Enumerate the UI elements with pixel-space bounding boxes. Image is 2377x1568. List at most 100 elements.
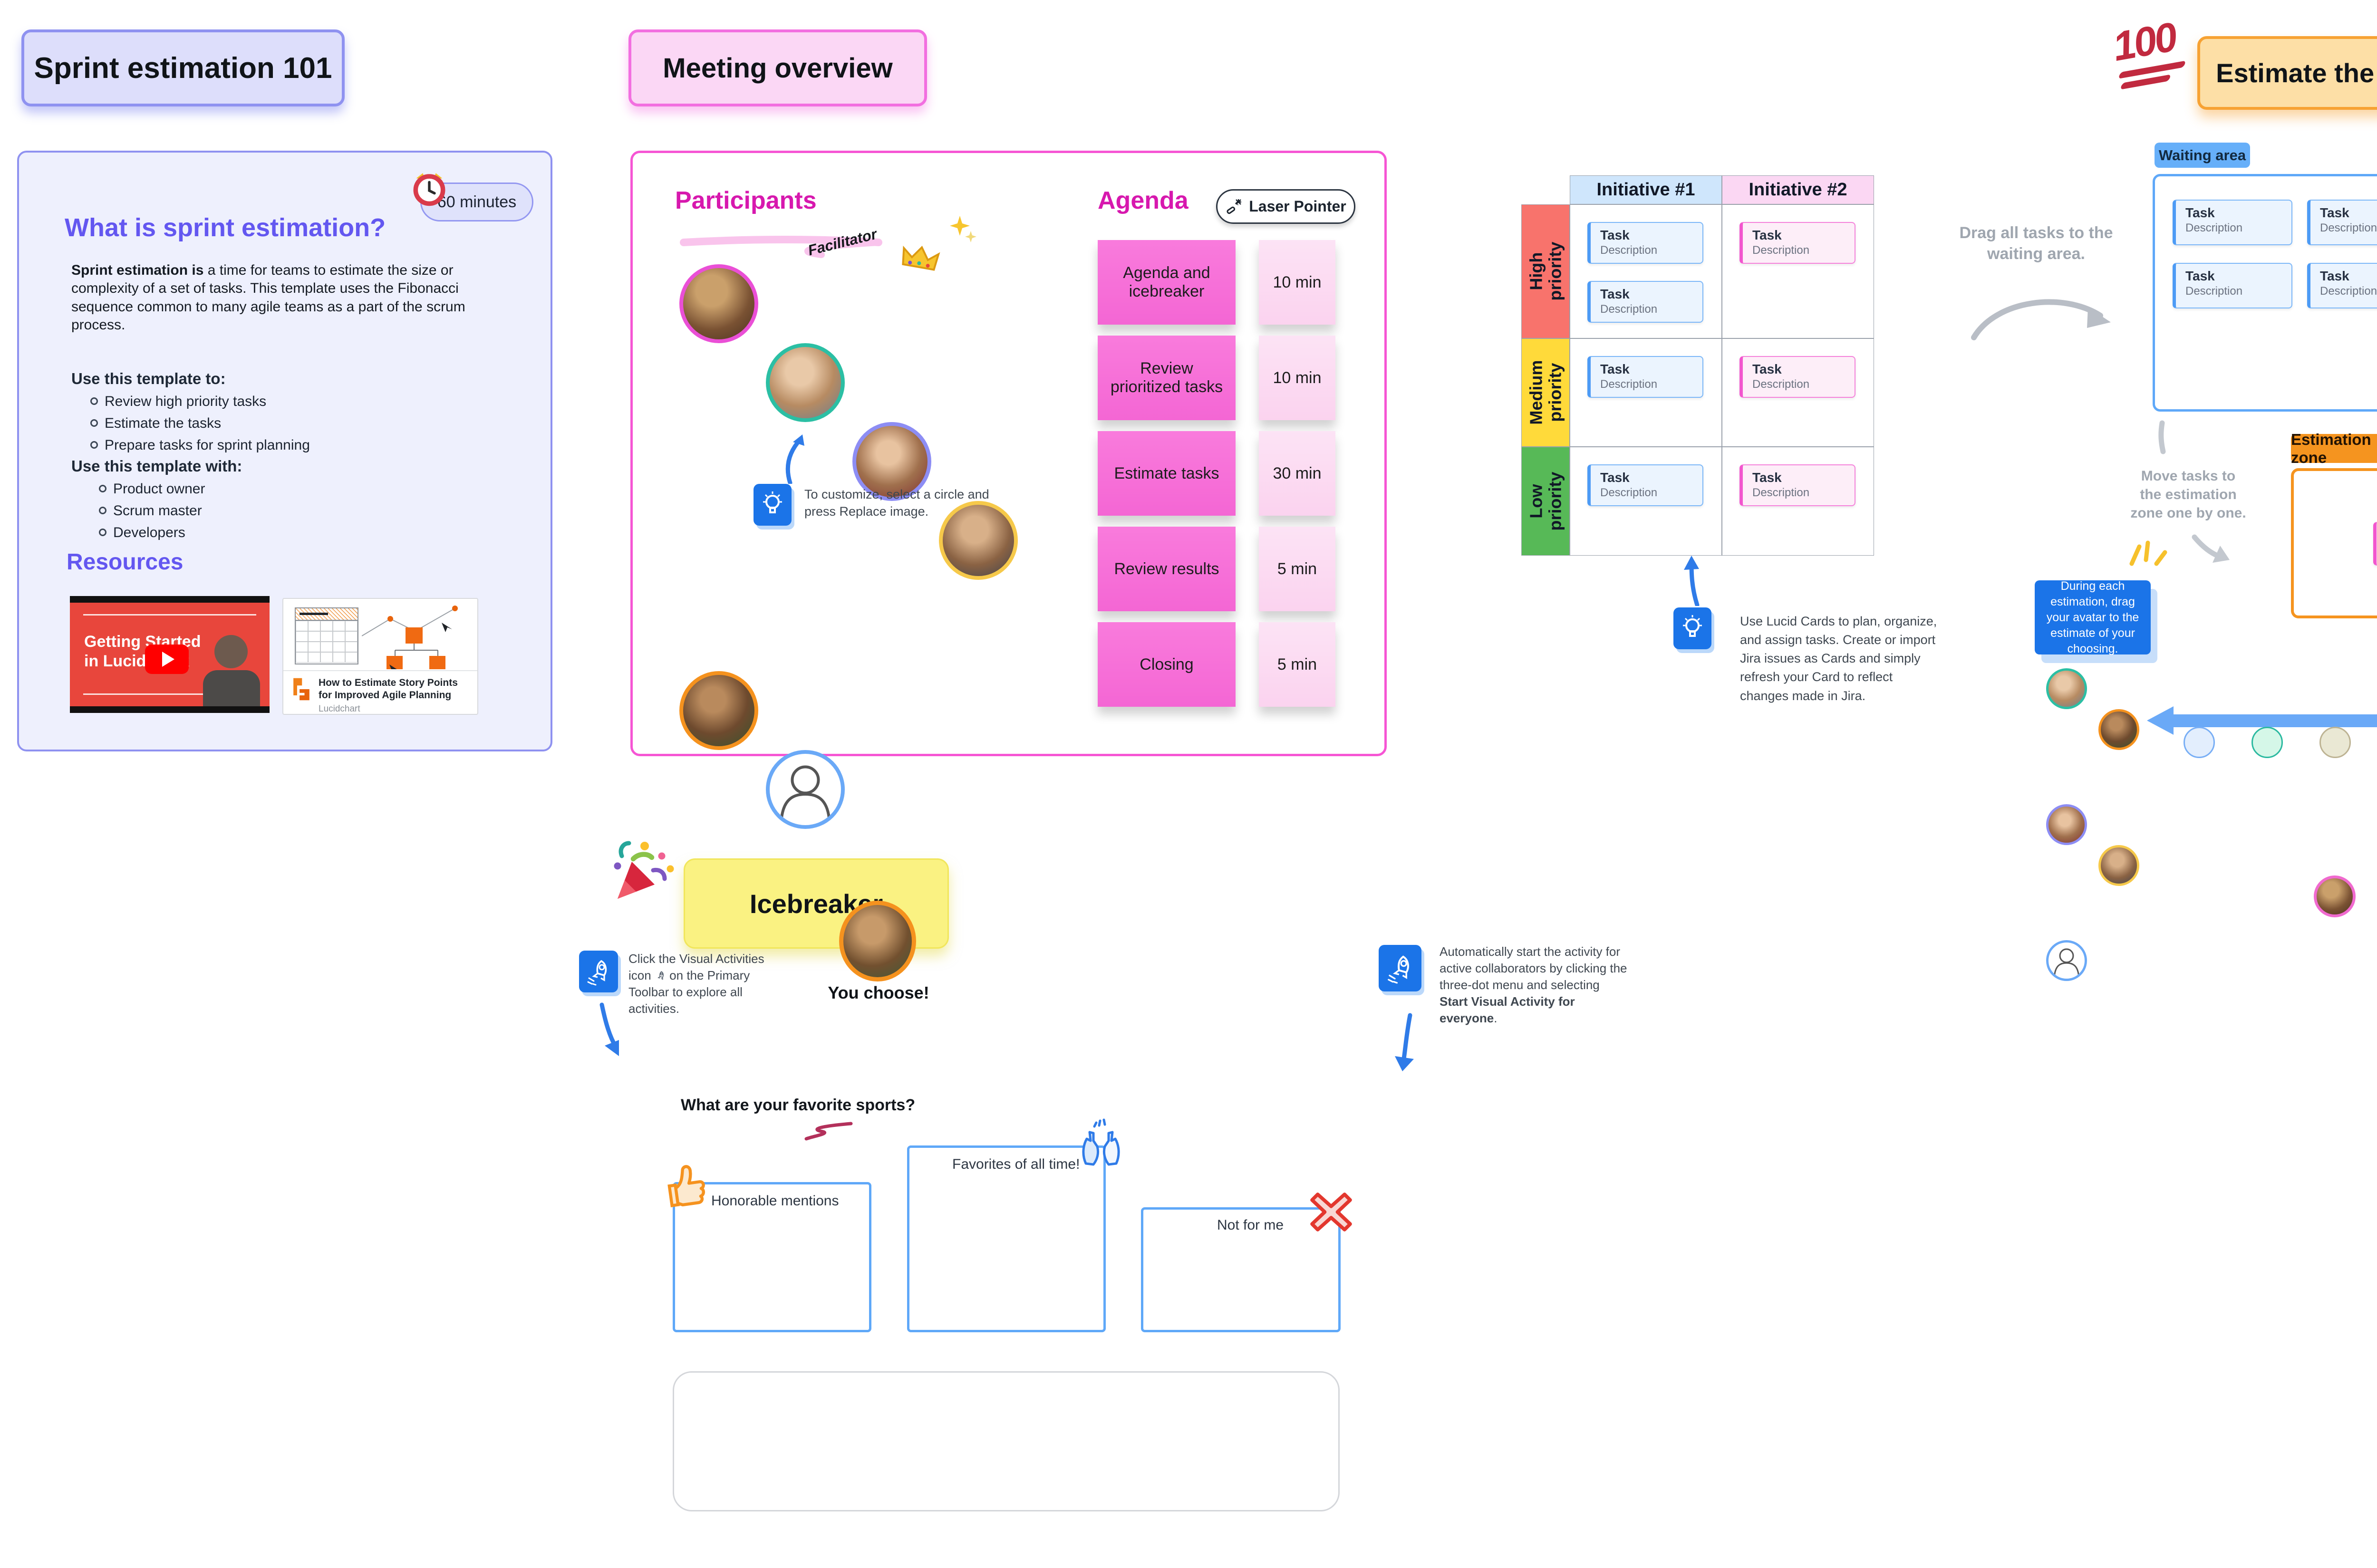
agenda-time-sticky[interactable]: 10 min (1259, 240, 1335, 325)
agenda-time-sticky[interactable]: 5 min (1259, 527, 1335, 611)
high-five-icon (1082, 1118, 1120, 1166)
agenda-topic-sticky[interactable]: Review results (1098, 527, 1236, 611)
estimation-zone-chip[interactable]: Estimation zone (2291, 431, 2377, 466)
estimation-avatar[interactable] (2046, 668, 2087, 709)
use-template-to: Use this template to: Review high priori… (71, 370, 499, 453)
task-card-desc: Description (1752, 486, 1810, 499)
waiting-area-chip[interactable]: Waiting area (2155, 143, 2250, 168)
drag-tasks-arrow (1971, 299, 2111, 340)
estimation-avatar[interactable] (2046, 804, 2087, 845)
meeting-title-card[interactable]: Meeting overview (628, 29, 927, 106)
scale-vote-avatar[interactable] (2314, 875, 2356, 917)
sports-box-notforme[interactable]: Not for me (1141, 1207, 1341, 1332)
you-choose-label: You choose! (828, 983, 929, 1002)
estimate-title-card[interactable]: Estimate the tasks (2197, 36, 2377, 110)
use-to-heading: Use this template to: (71, 370, 226, 387)
list-item-text: Review high priority tasks (105, 394, 267, 409)
task-card-desc: Description (1600, 244, 1658, 257)
priority-row-label: High priority (1521, 204, 1570, 338)
video-presenter (200, 635, 262, 706)
estimate-title-text: Estimate the tasks (2216, 58, 2377, 88)
video-thumbnail[interactable]: Getting Started in Lucidspark (70, 596, 270, 713)
table-cell[interactable]: Task Description (1722, 338, 1874, 447)
sparkle-doodle (2129, 540, 2167, 566)
x-mark-icon (1310, 1193, 1352, 1231)
priority-table: Initiative #1 Initiative #2 High priority T… (1521, 175, 1874, 556)
sprint-title-text: Sprint estimation 101 (34, 51, 332, 85)
sprint-title-card[interactable]: Sprint estimation 101 (21, 29, 345, 106)
honorable-label: Honorable mentions (711, 1193, 839, 1209)
agenda-topic-sticky[interactable]: Estimate tasks (1098, 431, 1236, 516)
participant-avatar[interactable] (679, 264, 758, 343)
participants-avatars (0, 0, 1018, 829)
task-card-desc: Description (2320, 221, 2377, 234)
sparkles-icon (950, 216, 976, 242)
auto-start-arrow (1395, 1013, 1414, 1071)
table-cell[interactable]: Task Description (1570, 447, 1722, 556)
table-cell[interactable]: Task Description (1722, 447, 1874, 556)
duration-60-text: 60 minutes (437, 192, 517, 211)
scale-number-chip[interactable] (2184, 727, 2215, 758)
customize-arrow (785, 434, 804, 484)
participant-avatar[interactable] (679, 671, 758, 750)
play-button-icon[interactable] (145, 645, 189, 674)
wand-icon (1227, 199, 1242, 214)
use-with-list: Product owner Scrum master Developers (71, 481, 499, 541)
list-item: Review high priority tasks (90, 394, 499, 410)
agenda-topic-sticky[interactable]: Closing (1098, 622, 1236, 707)
table-cell[interactable]: Task Description Task Description (1570, 204, 1722, 338)
laser-pointer-button[interactable]: Laser Pointer (1216, 189, 1355, 224)
use-to-list: Review high priority tasks Estimate the t… (71, 394, 499, 453)
party-popper-icon (614, 841, 674, 899)
intro-paragraph: Sprint estimation is a time for teams to… (71, 261, 499, 335)
participants-underline (680, 236, 882, 258)
agenda-time-sticky[interactable]: 10 min (1259, 336, 1335, 420)
move-hint-arrows (2158, 420, 2230, 563)
agenda-time-sticky[interactable]: 30 min (1259, 431, 1335, 516)
placeholder-avatar[interactable] (766, 750, 845, 829)
sports-box-favorites[interactable]: Favorites of all time! (907, 1145, 1106, 1332)
participant-avatar[interactable] (766, 343, 845, 422)
task-card-title: Task (2185, 205, 2215, 220)
list-item: Developers (99, 525, 499, 541)
estimation-avatar[interactable] (2098, 709, 2139, 750)
sports-parking-lot-box[interactable] (673, 1371, 1340, 1511)
list-item-text: Prepare tasks for sprint planning (105, 437, 310, 453)
list-item: Prepare tasks for sprint planning (90, 437, 499, 453)
table-corner (1521, 175, 1570, 204)
task-card-desc: Description (2185, 285, 2243, 298)
customize-tip-text: To customize, select a circle and press … (804, 487, 989, 519)
placeholder-avatar[interactable] (2046, 940, 2087, 981)
agenda-time-sticky[interactable]: 5 min (1259, 622, 1335, 707)
table-cell[interactable]: Task Description (1722, 204, 1874, 338)
you-choose-avatar[interactable] (839, 901, 916, 981)
participant-avatar[interactable] (939, 501, 1018, 580)
participant-avatar[interactable] (852, 422, 931, 501)
scale-number-chip[interactable] (2251, 727, 2283, 758)
waiting-area-box[interactable]: Task Description Task Description Task Descri… (2153, 174, 2377, 412)
article-card[interactable]: How to Estimate Story Points for Improve… (282, 598, 478, 715)
list-item-text: Developers (113, 525, 185, 540)
list-item-text: Estimate the tasks (105, 415, 222, 431)
participants-heading: Participants (675, 187, 817, 214)
agenda-topic-sticky[interactable]: Agenda and icebreaker (1098, 240, 1236, 325)
estimation-avatar[interactable] (2098, 845, 2139, 886)
sports-box-honorable[interactable]: Honorable mentions (673, 1182, 871, 1332)
scale-number-chip[interactable] (2319, 727, 2351, 758)
agenda-topic-sticky[interactable]: Review prioritized tasks (1098, 336, 1236, 420)
move-tasks-hint: Move tasks to the estimation zone one by… (2130, 468, 2246, 521)
table-cell[interactable]: Task Description (1570, 338, 1722, 447)
